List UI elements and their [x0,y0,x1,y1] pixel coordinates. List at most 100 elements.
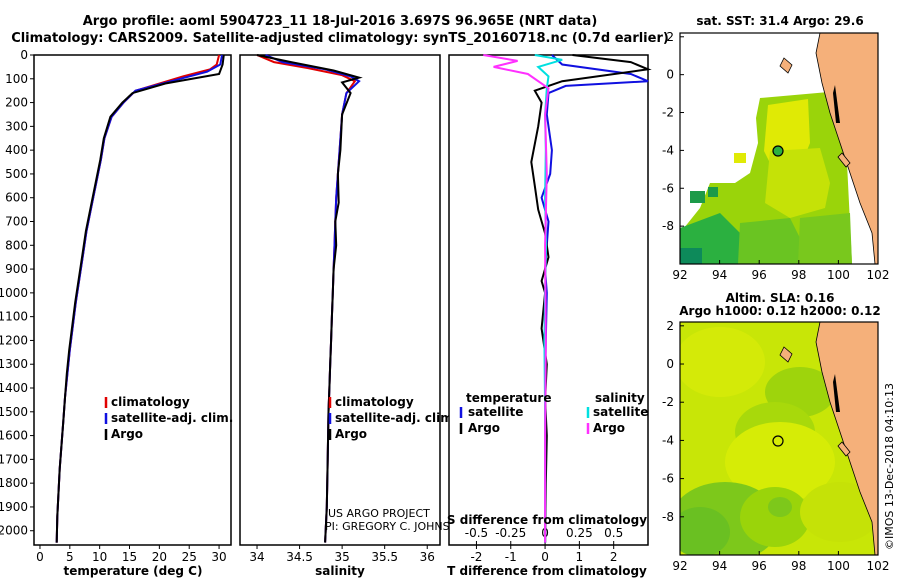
x-tick-label: -2 [470,550,482,564]
difference-plot-frame [448,54,649,546]
y-tick-label: -8 [662,510,674,524]
y-tick-label: 1500 [0,405,28,419]
salinity-legend: climatology satellite-adj. clim. Argo [328,395,457,441]
y-tick-label: 700 [5,215,28,229]
y-tick-label: 1200 [0,333,28,347]
x-tick-label: 98 [791,559,806,573]
difference-panel: -2 -1 0 1 2-0.5 -0.25 0 0.25 0.5 S difference fr… [447,54,652,578]
x-tick-label: 30 [211,550,226,564]
y-tick-label: -2 [662,395,674,409]
sla-map-frame [679,321,879,556]
island [779,57,793,74]
title-line-1: Argo profile: aoml 5904723_11 18-Jul-201… [83,14,598,29]
y-tick-label: 900 [5,262,28,276]
legend-t-satellite: satellite [468,405,523,419]
x-tick-label: 5 [66,550,74,564]
credit-pi: PI: GREGORY C. JOHNSON [325,520,466,533]
y-tick-label: 0 [666,357,674,371]
temperature-lines [55,54,225,543]
x-tick-label: 0 [36,550,44,564]
y-tick-label: 0 [20,48,28,62]
difference-legend-temperature: temperature satellite Argo [459,391,551,435]
t-difference-xlabel: T difference from climatology [447,564,647,578]
sst-map-area [680,33,878,264]
x-tick-label: 100 [827,559,850,573]
legend-satellite: satellite-adj. clim. [111,411,233,425]
temperature-panel: 0100200300400500600700800900100011001200… [0,48,233,578]
legend-climatology: climatology [335,395,414,409]
temperature-legend: climatology satellite-adj. clim. Argo [104,395,233,441]
salinity-x-axis: 34 34.5 35 35.5 36 [249,545,435,564]
series-line [55,54,225,543]
legend-s-argo: Argo [593,421,625,435]
x-tick-label: 96 [752,559,767,573]
depth-axis: 0 100 200 300 400 500 600 700 800 900 1000 1100 1200… [0,48,34,538]
x-tick-label: 1 [576,550,584,564]
x-tick-label: 100 [827,268,850,282]
y-tick-label: 1600 [0,429,28,443]
island [833,85,840,123]
temperature-xlabel: temperature (deg C) [64,564,203,578]
y-tick-label: 1100 [0,310,28,324]
y-tick-label: -6 [662,472,674,486]
y-tick-label: 200 [5,96,28,110]
island [837,441,851,457]
sla-map-area [680,322,878,555]
island [779,346,793,363]
x-tick-label: 92 [672,268,687,282]
x-tick-label: 98 [791,268,806,282]
argo-location-marker [772,435,784,447]
y-tick-label: 600 [5,191,28,205]
x-tick-label: 36 [420,550,435,564]
y-tick-label: 1700 [0,452,28,466]
temperature-plot-frame [33,54,232,546]
x-tick-label: 25 [182,550,197,564]
y-tick-label: -8 [662,219,674,233]
credit-project: US ARGO PROJECT [328,507,430,520]
x-tick-label: 102 [867,559,890,573]
legend-salinity-title: salinity [595,391,645,405]
x-tick-label: -1 [505,550,517,564]
y-tick-label: -4 [662,143,674,157]
copyright-stamp: ©IMOS 13-Dec-2018 04:10:13 [883,383,896,550]
sla-map-title-2: Argo h1000: 0.12 h2000: 0.12 [679,304,880,318]
salinity-xlabel: salinity [315,564,365,578]
y-tick-label: 500 [5,167,28,181]
x-tick-label: 35 [334,550,349,564]
series-line [483,54,550,543]
x-tick-label: 10 [92,550,107,564]
x-tick-label: 20 [152,550,167,564]
y-tick-label: 300 [5,119,28,133]
island [833,374,840,412]
y-tick-label: 0 [666,68,674,82]
legend-climatology: climatology [111,395,190,409]
y-tick-label: 400 [5,143,28,157]
argo-location-marker [772,145,784,157]
island [837,152,851,168]
y-tick-label: 1000 [0,286,28,300]
y-tick-label: 1900 [0,500,28,514]
difference-legend-salinity: salinity satellite Argo [586,391,648,435]
land [815,322,878,555]
y-tick-label: 1800 [0,476,28,490]
x-tick-label: 34.5 [286,550,313,564]
x-tick-label: 92 [672,559,687,573]
salinity-panel: 34 34.5 35 35.5 36 salinity climatology sate… [239,54,466,578]
temperature-x-axis: 0 5 10 15 20 25 30 [36,545,227,564]
x-tick-label: 94 [712,268,727,282]
y-tick-label: 1300 [0,357,28,371]
s-difference-xlabel: S difference from climatology [447,513,647,527]
legend-s-satellite: satellite [593,405,648,419]
y-tick-label: 2000 [0,524,28,538]
land [815,33,878,264]
s-tick-label: -0.25 [495,526,526,540]
legend-argo: Argo [111,427,143,441]
x-tick-label: 0 [541,550,549,564]
y-tick-label: -6 [662,181,674,195]
legend-argo: Argo [335,427,367,441]
sst-map-axes: 92 94 96 98 100 102 2 0 -2 -4 -6 -8 [662,30,889,282]
y-tick-label: 1400 [0,381,28,395]
y-tick-label: 2 [666,30,674,44]
sst-map-title: sat. SST: 31.4 Argo: 29.6 [696,14,863,28]
